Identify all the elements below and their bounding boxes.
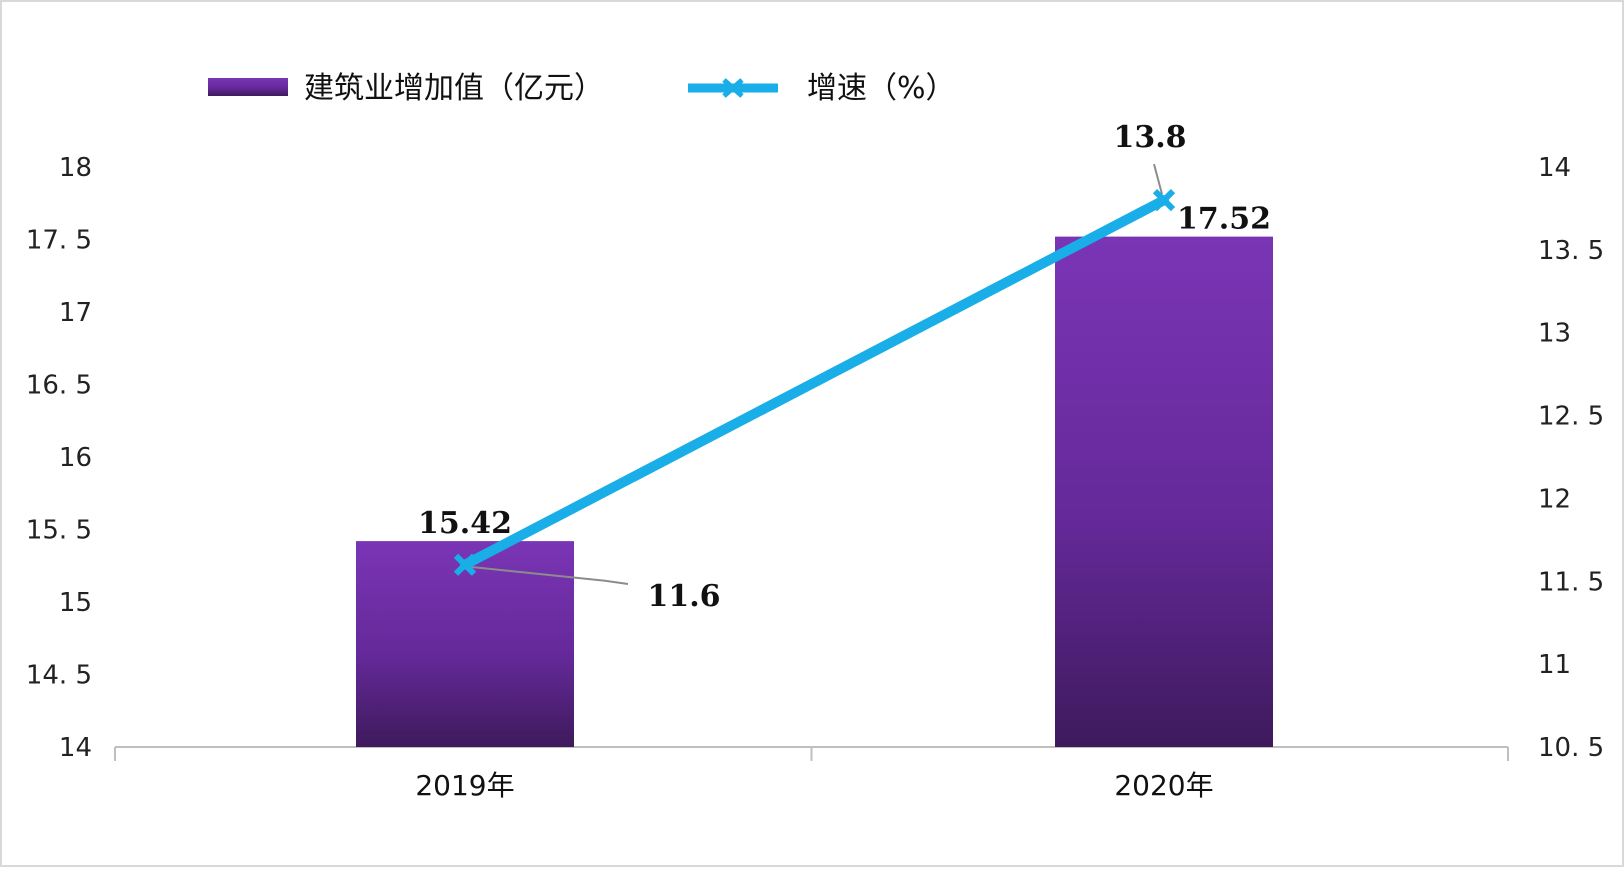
left-tick-label: 14. 5 [26, 661, 92, 691]
left-axis: 14 14. 5 15 15. 5 16 16. 5 17 17. 5 18 [26, 153, 92, 763]
left-tick-label: 17 [59, 298, 92, 328]
left-tick-label: 18 [59, 153, 92, 183]
right-axis: 10. 5 11 11. 5 12 12. 5 13 13. 5 14 [1538, 153, 1604, 763]
legend-label-bar: 建筑业增加值（亿元） [304, 71, 604, 106]
right-tick-label: 14 [1538, 153, 1571, 183]
bar-series [356, 236, 1273, 747]
leader-line [468, 565, 629, 585]
legend-swatch-bar [208, 78, 288, 96]
right-tick-label: 13 [1538, 319, 1571, 349]
data-labels: 15.42 17.52 11.6 13.8 [418, 120, 1271, 614]
left-tick-label: 15 [59, 588, 92, 618]
line-marker [453, 553, 477, 576]
bar [1055, 236, 1273, 747]
legend-label-line: 增速（%） [807, 71, 956, 106]
right-tick-label: 12. 5 [1538, 402, 1604, 432]
x-axis: 2019年 2020年 [114, 747, 1509, 802]
line-series [453, 189, 1176, 576]
legend: 建筑业增加值（亿元） 增速（%） [208, 71, 956, 106]
left-tick-label: 15. 5 [26, 516, 92, 546]
right-tick-label: 12 [1538, 484, 1571, 514]
bar-value-label: 15.42 [418, 506, 512, 541]
label-leaders [468, 163, 1163, 585]
right-tick-label: 11. 5 [1538, 567, 1604, 597]
bar-value-label: 17.52 [1177, 202, 1271, 237]
left-tick-label: 16. 5 [26, 371, 92, 401]
growth-line [460, 195, 1169, 570]
bar [356, 541, 574, 747]
left-tick-label: 16 [59, 443, 92, 473]
line-value-label: 13.8 [1113, 120, 1186, 155]
x-category-label: 2020年 [1114, 769, 1213, 802]
right-tick-label: 13. 5 [1538, 236, 1604, 266]
left-tick-label: 14 [59, 733, 92, 763]
right-tick-label: 11 [1538, 650, 1571, 680]
x-category-label: 2019年 [415, 769, 514, 802]
legend-swatch-marker [722, 78, 744, 98]
left-tick-label: 17. 5 [26, 226, 92, 256]
leader-line [1153, 163, 1163, 195]
line-value-label: 11.6 [647, 579, 720, 614]
line-marker [1152, 189, 1176, 212]
right-tick-label: 10. 5 [1538, 733, 1604, 763]
